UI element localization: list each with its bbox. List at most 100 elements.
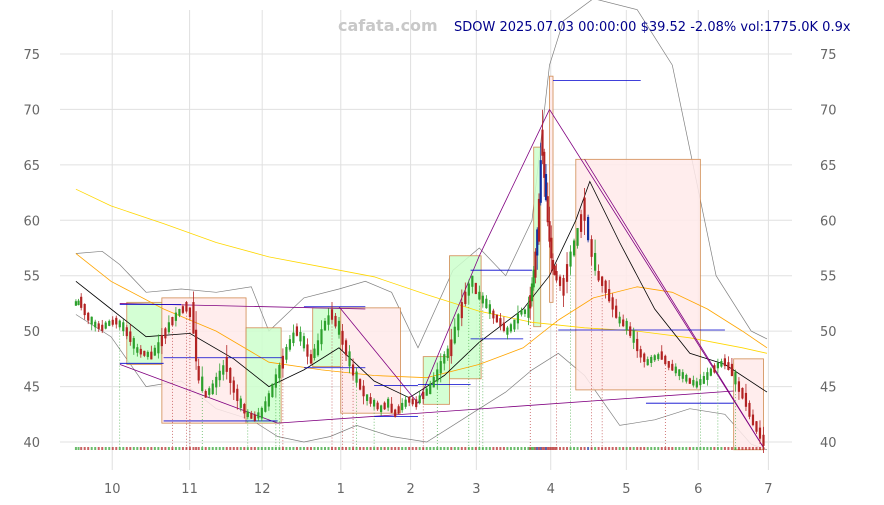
candle-body [274, 374, 277, 388]
candle-body [246, 411, 249, 418]
volume-tick [536, 447, 539, 450]
volume-tick [464, 447, 467, 450]
volume-tick [366, 447, 369, 450]
volume-tick [762, 447, 765, 450]
candle-body [299, 331, 302, 342]
candle-body [101, 324, 104, 331]
ma-slow-line [75, 188, 768, 354]
volume-tick [559, 447, 562, 450]
volume-tick [660, 447, 663, 450]
candle-body [625, 320, 628, 331]
candle-body [553, 265, 556, 275]
volume-tick [341, 447, 344, 450]
volume-tick [530, 447, 533, 450]
volume-tick [185, 447, 188, 450]
volume-tick [678, 447, 681, 450]
candle-body [429, 383, 432, 395]
candle-body [550, 237, 553, 259]
volume-tick [195, 447, 198, 450]
candle-body [425, 388, 428, 396]
volume-tick [129, 447, 132, 450]
candle-body [502, 322, 505, 331]
volume-tick [527, 447, 530, 450]
x-axis: 10 11 12 1 2 3 4 5 6 7 [104, 482, 773, 497]
y-tick-label-left: 40 [23, 436, 40, 451]
candle-body [239, 398, 242, 408]
candle-body [122, 322, 125, 332]
volume-tick [225, 447, 228, 450]
volume-tick [167, 447, 170, 450]
volume-tick [737, 447, 740, 450]
x-tick-label: 7 [764, 482, 772, 497]
volume-tick [537, 447, 540, 450]
volume-tick [362, 447, 365, 450]
y-tick-label-right: 75 [820, 48, 837, 63]
candle-body [330, 309, 334, 320]
trend-line [277, 390, 734, 424]
y-tick-label-right: 65 [820, 159, 837, 174]
volume-tick [499, 447, 502, 450]
volume-tick [422, 447, 425, 450]
volume-tick [201, 447, 204, 450]
candle-body [569, 251, 572, 267]
candle-body [411, 398, 414, 405]
candle-body [422, 391, 425, 400]
volume-tick [467, 447, 470, 450]
volume-tick [171, 447, 174, 450]
volume-tick [590, 447, 593, 450]
volume-tick [397, 447, 400, 450]
candle-body [390, 403, 393, 413]
candle-body [586, 216, 590, 241]
candle-body [594, 252, 597, 271]
candle-body [660, 351, 663, 360]
candle-body [323, 320, 327, 331]
volume-tick [478, 447, 481, 450]
volume-tick [688, 447, 691, 450]
volume-tick [622, 447, 625, 450]
y-tick-label-left: 60 [23, 214, 40, 229]
candle-body [178, 308, 181, 316]
candle-body [727, 362, 730, 370]
candle-body [478, 291, 481, 300]
volume-tick [706, 447, 709, 450]
volume-tick [723, 447, 726, 450]
candle-body [546, 196, 549, 223]
volume-tick [292, 447, 295, 450]
volume-tick [488, 447, 491, 450]
x-tick-label: 12 [254, 482, 271, 497]
volume-tick [552, 447, 555, 450]
candle-body [572, 240, 576, 256]
volume-tick [271, 447, 274, 450]
candle-body [188, 307, 192, 318]
volume-tick [334, 447, 337, 450]
volume-tick [695, 447, 698, 450]
candle-body [104, 322, 107, 329]
candle-body [485, 298, 488, 309]
candle-body [716, 362, 719, 369]
volume-tick [587, 447, 590, 450]
candle-body [464, 291, 467, 304]
y-tick-label-right: 40 [820, 436, 837, 451]
volume-tick [295, 447, 298, 450]
x-tick-label: 1 [337, 482, 345, 497]
candles [74, 109, 765, 454]
title-date: 2025.07.03 00:00:00 [500, 20, 637, 35]
volume-tick [380, 447, 383, 450]
candle-body [229, 368, 232, 383]
volume-tick [439, 447, 442, 450]
candle-body [741, 387, 744, 399]
volume-tick [629, 447, 632, 450]
candle-body [537, 198, 541, 242]
title-ratio: 0.9x [822, 20, 851, 35]
candle-body [681, 372, 684, 379]
candle-body [408, 397, 411, 403]
candle-body [281, 355, 284, 369]
y-tick-label-right: 50 [820, 325, 837, 340]
candle-body [418, 395, 421, 404]
candle-body [474, 282, 477, 295]
volume-tick [316, 447, 319, 450]
volume-tick [253, 447, 256, 450]
candle-body [758, 427, 762, 439]
candle-body [136, 347, 139, 353]
volume-tick [101, 447, 104, 450]
